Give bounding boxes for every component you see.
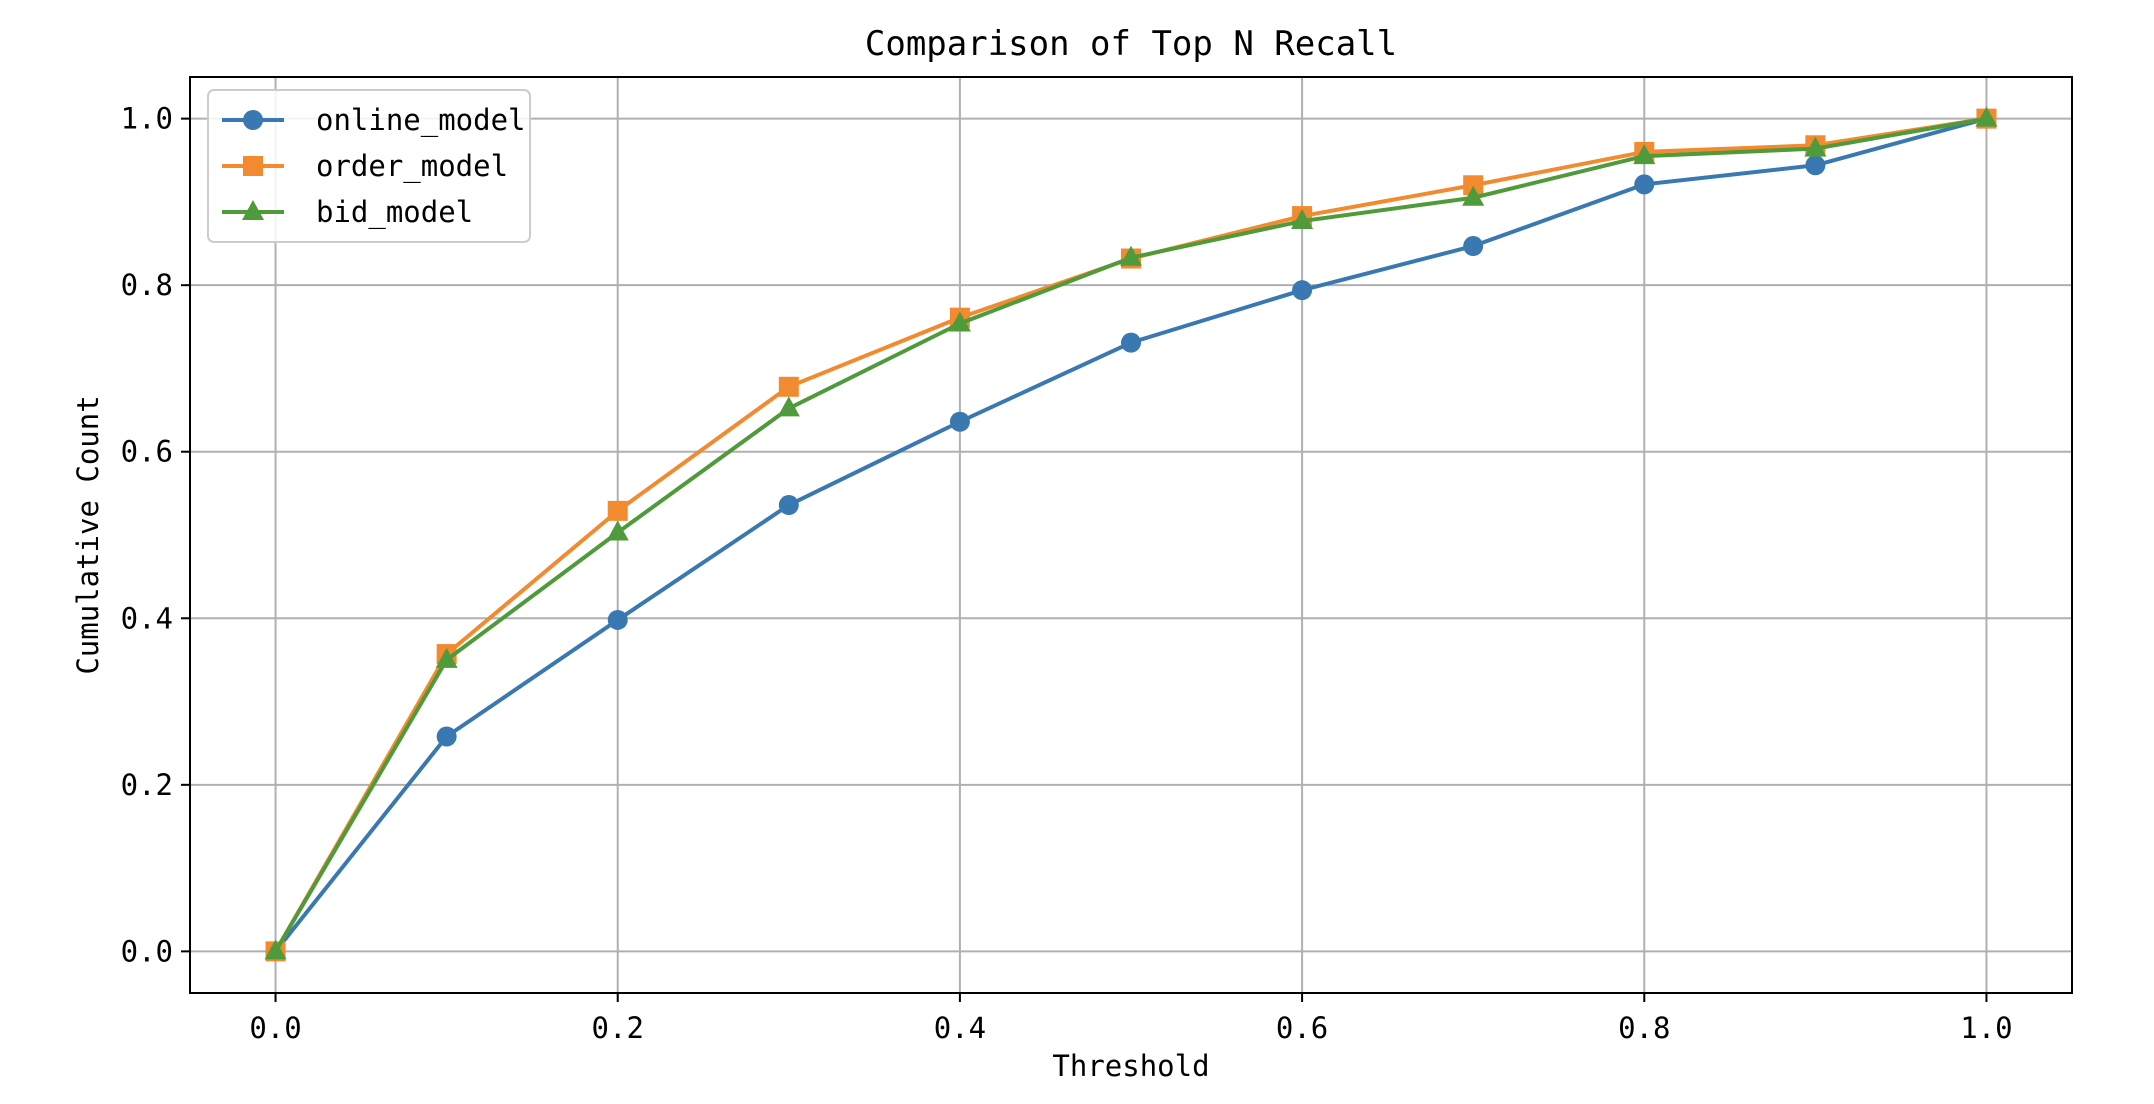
data-point-bid_model bbox=[264, 939, 287, 960]
legend: online_model order_model bid_model bbox=[207, 89, 531, 243]
data-point-online_model bbox=[1121, 332, 1141, 353]
data-point-order_model bbox=[607, 500, 628, 521]
series-bid_model bbox=[264, 106, 1998, 960]
series-line-bid_model bbox=[273, 116, 1987, 953]
data-point-bid_model bbox=[1804, 136, 1827, 157]
x-tick-label: 0.2 bbox=[592, 1011, 644, 1045]
data-point-online_model bbox=[949, 411, 970, 432]
data-point-online_model bbox=[1634, 174, 1655, 195]
plot-frame bbox=[189, 76, 2073, 994]
legend-label: bid_model bbox=[316, 195, 473, 230]
y-axis-label: Cumulative Count bbox=[71, 395, 105, 674]
legend-marker bbox=[242, 200, 264, 220]
y-tick-label: 0.4 bbox=[121, 601, 173, 635]
series-lines bbox=[264, 106, 1998, 962]
x-tick-label: 0.8 bbox=[1618, 1011, 1670, 1045]
y-tick-label: 0.2 bbox=[121, 768, 173, 802]
data-point-bid_model bbox=[777, 396, 800, 417]
chart-title: Comparison of Top N Recall bbox=[865, 24, 1397, 64]
data-point-bid_model bbox=[1633, 144, 1656, 165]
y-tick-label: 0.8 bbox=[121, 268, 173, 302]
x-tick-label: 0.0 bbox=[249, 1011, 301, 1045]
data-point-bid_model bbox=[1462, 185, 1485, 206]
data-point-order_model bbox=[1463, 175, 1484, 196]
data-point-bid_model bbox=[1291, 209, 1314, 230]
x-tick-label: 0.4 bbox=[934, 1011, 986, 1045]
data-point-online_model bbox=[1463, 236, 1484, 257]
data-point-online_model bbox=[607, 609, 628, 630]
legend-entry: online_model bbox=[222, 103, 526, 138]
legend-entry: bid_model bbox=[222, 195, 473, 230]
series-line-online_model bbox=[273, 116, 1987, 953]
legend-marker bbox=[243, 156, 263, 176]
x-tick-label: 0.6 bbox=[1276, 1011, 1328, 1045]
data-point-online_model bbox=[1292, 280, 1313, 301]
legend-box bbox=[207, 89, 531, 243]
data-point-bid_model bbox=[948, 311, 971, 332]
data-point-online_model bbox=[778, 495, 799, 516]
data-point-bid_model bbox=[435, 647, 458, 668]
x-tick-label: 1.0 bbox=[1960, 1011, 2012, 1045]
y-tick-label: 1.0 bbox=[121, 102, 173, 136]
series-line-order_model bbox=[273, 116, 1987, 953]
axis-ticks: 0.0 0.2 0.4 0.6 0.8 1.0 0.0 0.2 0.4 0.6 0.8 1.0 bbox=[121, 102, 2013, 1045]
data-point-online_model bbox=[1805, 155, 1826, 176]
y-tick-label: 0.6 bbox=[121, 435, 173, 469]
legend-entry: order_model bbox=[222, 149, 508, 184]
data-point-bid_model bbox=[1975, 106, 1998, 127]
y-tick-label: 0.0 bbox=[121, 934, 173, 968]
legend-marker bbox=[243, 110, 263, 130]
data-point-online_model bbox=[436, 726, 457, 747]
data-point-order_model bbox=[778, 376, 799, 397]
data-point-bid_model bbox=[1120, 245, 1142, 266]
legend-label: order_model bbox=[316, 149, 508, 184]
x-axis-label: Threshold bbox=[1052, 1049, 1209, 1083]
legend-label: online_model bbox=[316, 103, 526, 138]
data-point-bid_model bbox=[606, 520, 629, 541]
